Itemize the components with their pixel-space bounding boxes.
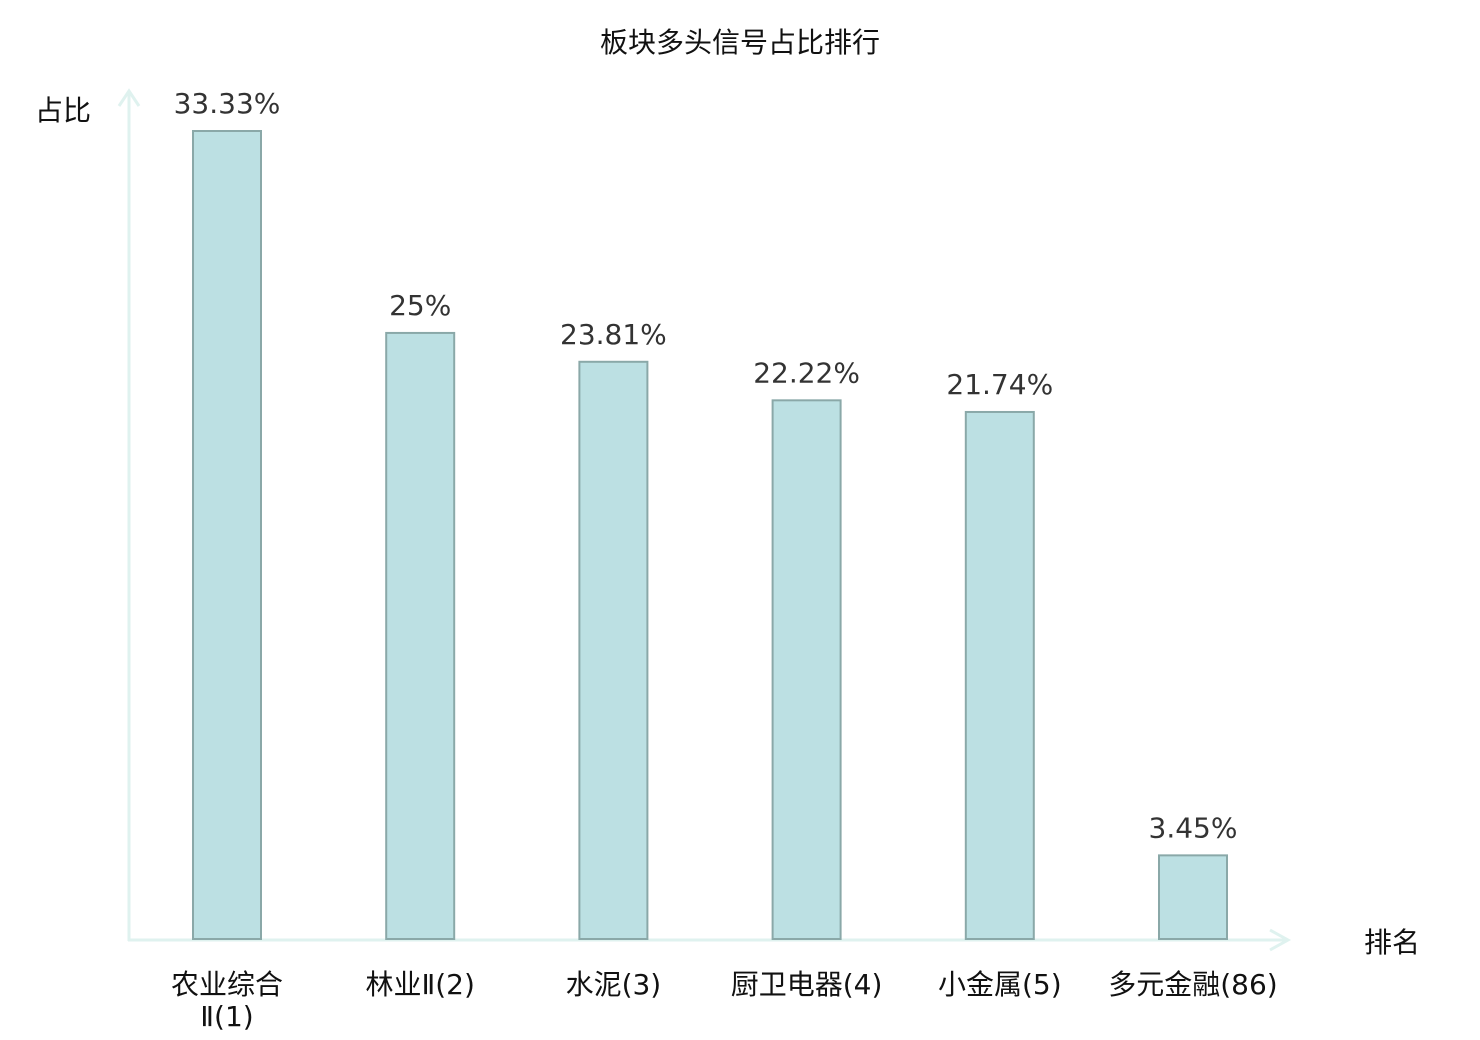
data-label: 25% [389, 289, 451, 322]
x-tick-label: 水泥(3) [566, 968, 662, 1001]
chart-title: 板块多头信号占比排行 [600, 26, 880, 59]
x-axis-arrow-icon [1269, 928, 1292, 952]
x-tick-label: Ⅱ(1) [200, 1000, 253, 1033]
x-tick-label: 多元金融(86) [1108, 968, 1277, 1001]
bar [578, 360, 649, 940]
y-axis-label: 占比 [35, 94, 91, 127]
bar [964, 410, 1035, 940]
bar [771, 399, 842, 941]
x-tick-label: 厨卫电器(4) [731, 968, 883, 1001]
x-tick-label: 林业Ⅱ(2) [365, 968, 474, 1001]
data-label: 22.22% [753, 356, 860, 389]
bar [385, 331, 456, 940]
x-tick-label: 小金属(5) [938, 968, 1062, 1001]
bar [192, 130, 262, 940]
data-label: 3.45% [1149, 811, 1238, 844]
data-label: 33.33% [174, 87, 281, 120]
y-axis-arrow-icon [117, 88, 141, 107]
axes [117, 88, 1292, 952]
data-label: 23.81% [560, 318, 667, 351]
x-tick-label: 农业综合 [171, 968, 283, 1001]
data-label: 21.74% [946, 368, 1053, 401]
bar [1158, 854, 1228, 941]
x-axis-label: 排名 [1364, 926, 1420, 959]
